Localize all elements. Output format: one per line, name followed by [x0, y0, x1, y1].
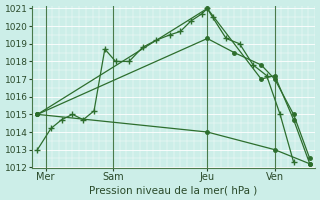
X-axis label: Pression niveau de la mer( hPa ): Pression niveau de la mer( hPa ) — [90, 185, 258, 195]
